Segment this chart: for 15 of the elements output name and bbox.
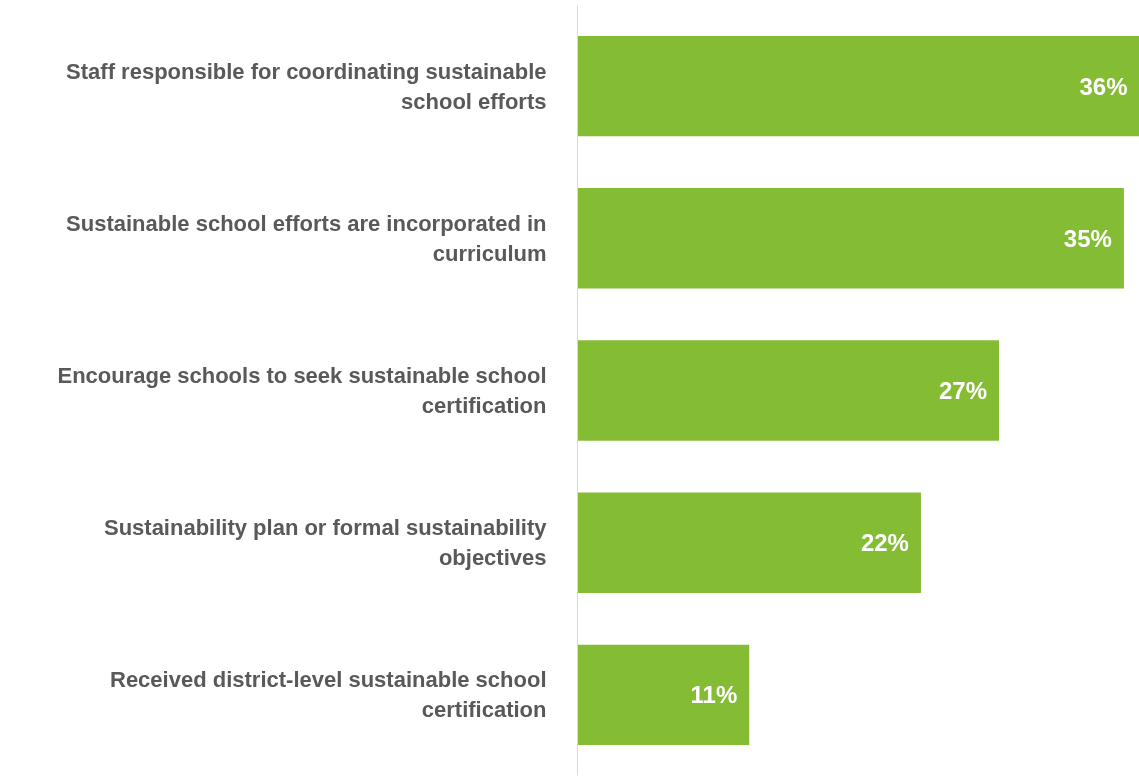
- bar: [577, 340, 999, 441]
- bar: [577, 188, 1124, 289]
- data-label: 35%: [1063, 224, 1112, 252]
- data-label: 36%: [1079, 72, 1128, 100]
- bar: [577, 492, 921, 593]
- y-tick-label: Received district-level sustainable school certification: [110, 667, 547, 723]
- y-tick-label: Sustainable school efforts are incorporated in curriculum: [66, 210, 547, 266]
- data-label: 27%: [938, 377, 988, 404]
- data-label: 11%: [690, 681, 738, 709]
- bar: [577, 35, 1139, 137]
- data-label: 22%: [860, 529, 909, 557]
- y-tick-label: Encourage schools to seek sustainable school certification: [57, 363, 547, 418]
- bar: [577, 644, 750, 746]
- y-tick-label: Sustainability plan or formal sustainability objectives: [103, 515, 548, 571]
- y-tick-label: Staff responsible for coordinating sustainable school efforts: [66, 58, 547, 114]
